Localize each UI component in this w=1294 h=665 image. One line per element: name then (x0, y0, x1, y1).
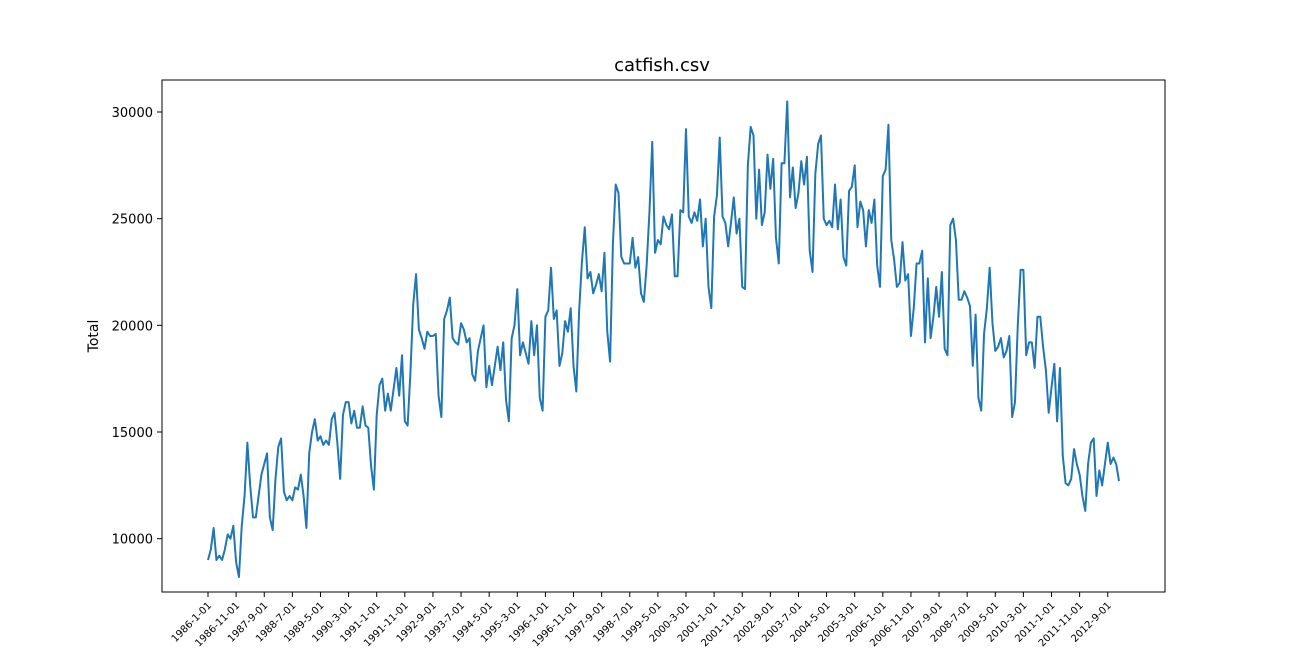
plot-frame (161, 79, 1166, 593)
series-layer (207, 100, 1120, 579)
chart-title: catfish.csv (614, 55, 710, 76)
y-axis-label: Total (86, 320, 102, 354)
y-tick-label: 30000 (112, 106, 153, 121)
y-tick-label: 20000 (112, 319, 153, 334)
series-line-total (207, 100, 1120, 579)
y-tick-label: 25000 (112, 213, 153, 228)
y-tick-label: 10000 (112, 533, 153, 548)
y-axis: 10000 15000 20000 25000 30000 (112, 106, 162, 548)
y-tick-label: 15000 (112, 426, 153, 441)
